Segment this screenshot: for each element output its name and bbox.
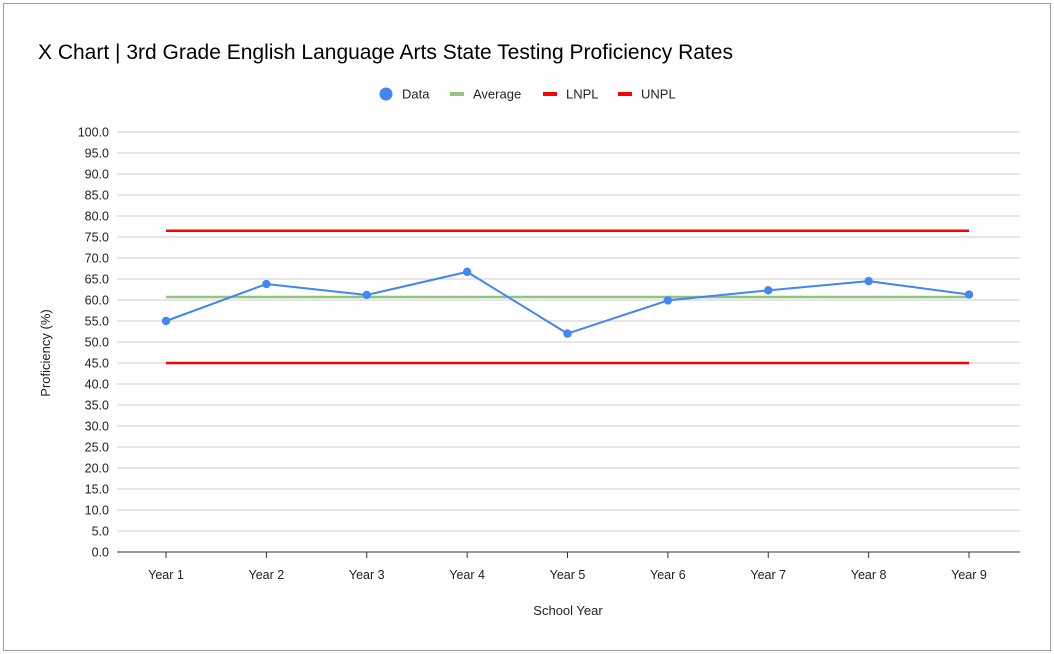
x-tick-label: Year 2 bbox=[249, 568, 285, 582]
data-point bbox=[764, 286, 773, 295]
y-tick-label: 40.0 bbox=[85, 378, 109, 392]
data-point bbox=[161, 316, 171, 326]
x-tick-label: Year 4 bbox=[449, 568, 485, 582]
legend-marker-lnpl bbox=[543, 92, 557, 96]
x-tick-label: Year 5 bbox=[550, 568, 586, 582]
legend-label-average: Average bbox=[473, 87, 521, 102]
y-tick-label: 60.0 bbox=[85, 294, 109, 308]
y-tick-label: 15.0 bbox=[85, 483, 109, 497]
data-point bbox=[663, 296, 673, 305]
y-tick-label: 75.0 bbox=[85, 231, 109, 245]
x-tick-label: Year 1 bbox=[148, 568, 184, 582]
y-tick-label: 5.0 bbox=[92, 525, 109, 539]
x-tick-label: Year 8 bbox=[851, 568, 887, 582]
y-tick-label: 70.0 bbox=[85, 252, 109, 266]
y-tick-label: 50.0 bbox=[85, 336, 109, 350]
y-tick-label: 80.0 bbox=[85, 210, 109, 224]
y-axis-title: Proficiency (%) bbox=[38, 309, 53, 396]
y-tick-label: 85.0 bbox=[85, 189, 109, 203]
y-tick-label: 20.0 bbox=[85, 462, 109, 476]
y-tick-label: 30.0 bbox=[85, 420, 109, 434]
chart-frame bbox=[3, 3, 1051, 651]
legend-label-lnpl: LNPL bbox=[566, 87, 599, 102]
x-axis-ticks: Year 1 Year 2 Year 3 Year 4 Year 5 Year 6 Year… bbox=[148, 552, 987, 582]
x-tick-label: Year 3 bbox=[349, 568, 385, 582]
y-tick-label: 65.0 bbox=[85, 273, 109, 287]
data-point bbox=[964, 290, 974, 299]
legend-label-unpl: UNPL bbox=[641, 87, 676, 102]
y-tick-label: 45.0 bbox=[85, 357, 109, 371]
y-tick-label: 10.0 bbox=[85, 504, 109, 518]
y-tick-label: 25.0 bbox=[85, 441, 109, 455]
series-layer bbox=[161, 229, 974, 365]
legend: Data Average LNPL UNPL bbox=[379, 87, 676, 102]
data-point bbox=[563, 329, 572, 338]
data-point bbox=[864, 276, 873, 286]
data-point bbox=[262, 279, 271, 289]
y-axis-ticks: 0.0 5.0 10.0 15.0 20.0 25.0 30.0 35.0 40.0 45.0 50… bbox=[78, 126, 109, 560]
y-tick-label: 35.0 bbox=[85, 399, 109, 413]
x-axis-title: School Year bbox=[533, 603, 603, 618]
legend-marker-data bbox=[379, 87, 393, 101]
y-tick-label: 90.0 bbox=[85, 168, 109, 182]
gridlines bbox=[117, 131, 1020, 553]
series-line-data bbox=[165, 270, 970, 335]
legend-marker-average bbox=[450, 92, 464, 96]
y-tick-label: 0.0 bbox=[92, 546, 109, 560]
data-point bbox=[462, 267, 472, 277]
x-tick-label: Year 7 bbox=[750, 568, 786, 582]
x-tick-label: Year 6 bbox=[650, 568, 686, 582]
data-point bbox=[362, 290, 371, 300]
legend-marker-unpl bbox=[618, 92, 632, 96]
legend-label-data: Data bbox=[402, 87, 430, 102]
y-tick-label: 95.0 bbox=[85, 147, 109, 161]
chart-title: X Chart | 3rd Grade English Language Art… bbox=[38, 41, 733, 64]
x-tick-label: Year 9 bbox=[951, 568, 987, 582]
y-tick-label: 55.0 bbox=[85, 315, 109, 329]
y-tick-label: 100.0 bbox=[78, 126, 109, 140]
